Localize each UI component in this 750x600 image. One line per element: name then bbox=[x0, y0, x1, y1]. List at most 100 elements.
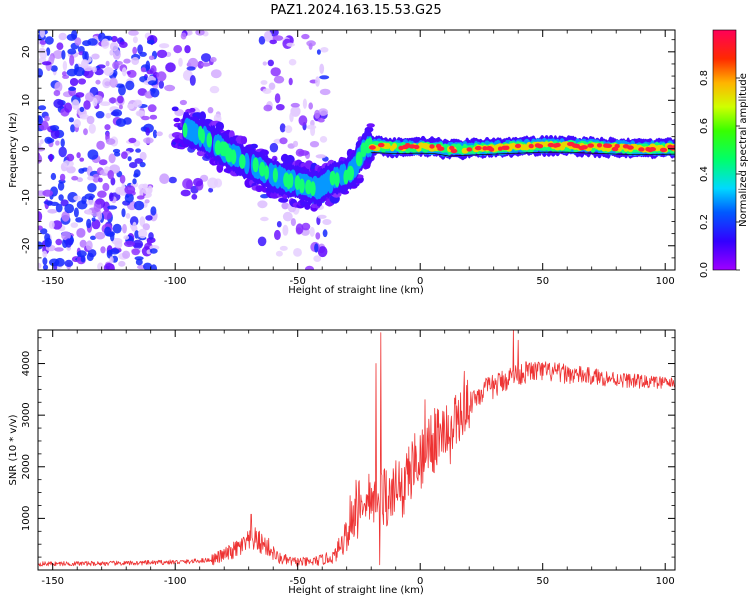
spectrogram-noise-cell bbox=[132, 178, 137, 185]
spectrogram-noise-cell bbox=[315, 76, 320, 87]
spectrogram-noise-cell bbox=[69, 54, 75, 66]
spectrogram-noise-cell bbox=[145, 215, 153, 221]
spectrogram-noise-cell bbox=[100, 246, 106, 254]
spectrogram-noise-cell bbox=[158, 43, 170, 49]
spectrogram-noise-cell bbox=[92, 173, 100, 183]
spectrogram-ridge-cell bbox=[272, 167, 278, 183]
spectrogram-noise-cell bbox=[124, 185, 136, 195]
spectrogram-noise-cell bbox=[95, 111, 105, 119]
spectrogram-ridge-cell bbox=[604, 143, 613, 148]
spectrogram-noise-cell bbox=[83, 100, 91, 110]
spectrogram-noise-cell bbox=[55, 238, 63, 246]
spectrogram-noise-cell bbox=[103, 67, 114, 76]
spectrogram-noise-cell bbox=[306, 124, 317, 130]
spectrogram-noise-cell bbox=[108, 153, 116, 164]
spectrogram-noise-cell bbox=[108, 97, 117, 104]
spectrogram-noise-cell bbox=[79, 157, 85, 162]
spectrogram-noise-cell bbox=[54, 247, 64, 252]
spectrogram-ridge-cell bbox=[305, 179, 312, 195]
spectrogram-noise-cell bbox=[75, 92, 85, 98]
spectrogram-noise-cell bbox=[322, 229, 328, 238]
spectrogram-noise-cell bbox=[97, 210, 103, 221]
spectrogram-noise-cell bbox=[317, 246, 328, 258]
spectrogram-noise-cell bbox=[91, 219, 101, 230]
spectrogram-noise-cell bbox=[133, 173, 139, 178]
spectrogram-noise-cell bbox=[124, 193, 134, 203]
spectrogram-noise-cell bbox=[95, 79, 101, 85]
spectrogram-noise-cell bbox=[317, 214, 327, 219]
spectrogram-noise-cell bbox=[76, 177, 84, 183]
spectrogram-noise-cell bbox=[105, 60, 110, 67]
spectrogram-cell bbox=[304, 203, 311, 210]
spectrogram-noise-cell bbox=[71, 175, 79, 181]
spectrogram-noise-cell bbox=[152, 129, 158, 139]
x-tick-label: -150 bbox=[41, 576, 64, 587]
spectrogram-noise-cell bbox=[42, 250, 48, 258]
spectrogram-noise-cell bbox=[78, 78, 86, 85]
spectrogram-noise-cell bbox=[146, 69, 153, 75]
spectrogram-noise-cell bbox=[131, 248, 140, 256]
spectrogram-noise-cell bbox=[76, 152, 81, 159]
spectrogram-noise-cell bbox=[109, 41, 119, 52]
spectrogram-noise-cell bbox=[143, 137, 154, 144]
spectrogram-noise-cell bbox=[73, 207, 79, 218]
spectrogram-ridge-cell bbox=[214, 140, 222, 156]
spectrogram-noise-cell bbox=[135, 258, 143, 266]
spectrogram-noise-cell bbox=[290, 218, 296, 227]
spectrogram-ridge-cell bbox=[288, 173, 294, 188]
spectrogram-noise-cell bbox=[79, 239, 87, 248]
spectrogram-noise-cell bbox=[145, 60, 151, 72]
spectrogram-noise-cell bbox=[168, 176, 177, 184]
spectrogram-noise-cell bbox=[298, 150, 310, 156]
spectrogram-noise-cell bbox=[145, 127, 150, 136]
spectrogram-noise-cell bbox=[82, 50, 87, 61]
spectrogram-noise-cell bbox=[200, 62, 211, 67]
spectrogram-noise-cell bbox=[173, 45, 183, 54]
spectrogram-noise-cell bbox=[42, 189, 53, 197]
colorbar-frame bbox=[712, 29, 737, 271]
spectrogram-ridge-cell bbox=[294, 175, 301, 191]
spectrogram-noise-cell bbox=[87, 38, 98, 46]
spectrogram-noise-cell bbox=[81, 59, 89, 69]
spectrogram-noise-cell bbox=[150, 206, 157, 216]
spectrogram-noise-cell bbox=[319, 75, 330, 80]
spectrogram-noise-cell bbox=[207, 177, 219, 189]
spectrogram-ridge-cell bbox=[334, 172, 340, 188]
spectrogram-noise-cell bbox=[127, 156, 132, 162]
spectrogram-noise-cell bbox=[78, 168, 85, 174]
spectrogram-noise-cell bbox=[308, 42, 313, 50]
spectrogram-noise-cell bbox=[108, 192, 114, 202]
spectrogram-cell bbox=[171, 106, 179, 112]
spectrogram-noise-cell bbox=[138, 228, 148, 239]
spectrogram-ridge-cell bbox=[239, 154, 246, 169]
spectrogram-noise-cell bbox=[38, 225, 43, 231]
spectrogram-noise-cell bbox=[282, 224, 289, 236]
spectrogram-ridge-cell bbox=[627, 145, 634, 150]
spectrogram-noise-cell bbox=[50, 128, 60, 140]
spectrogram-noise-cell bbox=[66, 166, 76, 174]
spectrogram-noise-cell bbox=[123, 240, 135, 247]
spectrogram-ridge-cell bbox=[259, 161, 266, 177]
spectrogram-noise-cell bbox=[104, 226, 112, 237]
spectrogram-ridge-cell bbox=[355, 151, 363, 167]
spectrogram-noise-cell bbox=[136, 195, 145, 200]
spectrogram-noise-cell bbox=[97, 190, 107, 198]
spectrogram-noise-cell bbox=[156, 49, 168, 59]
spectrogram-cell bbox=[173, 117, 181, 123]
spectrogram-noise-cell bbox=[49, 258, 60, 267]
spectrogram-noise-cell bbox=[149, 248, 158, 254]
spectrogram-noise-cell bbox=[295, 223, 304, 235]
spectrogram-ridge-cell bbox=[450, 148, 458, 154]
spectrogram-noise-cell bbox=[156, 71, 167, 82]
spectrogram-noise-cell bbox=[91, 53, 100, 60]
spectrogram-noise-cell bbox=[263, 104, 273, 112]
spectrogram-cell bbox=[215, 121, 224, 131]
colorbar-label: Normalized spectral amplitude bbox=[738, 73, 749, 227]
spectrogram-ridge-cell bbox=[614, 143, 620, 149]
spectrogram-noise-cell bbox=[322, 219, 332, 225]
spectrogram-noise-cell bbox=[106, 249, 113, 259]
spectrogram-ridge-cell bbox=[528, 143, 534, 149]
spectrogram-noise-cell bbox=[140, 67, 147, 73]
spectrogram-noise-cell bbox=[148, 232, 154, 240]
spectrogram-noise-cell bbox=[64, 259, 74, 267]
